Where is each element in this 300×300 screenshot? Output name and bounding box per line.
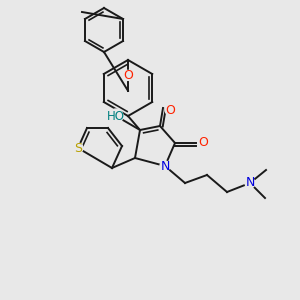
Circle shape xyxy=(198,138,208,148)
Text: O: O xyxy=(198,136,208,149)
Circle shape xyxy=(123,70,133,80)
Text: O: O xyxy=(123,69,133,82)
Text: HO: HO xyxy=(107,110,125,122)
Circle shape xyxy=(245,178,255,188)
Circle shape xyxy=(160,161,170,171)
Text: O: O xyxy=(165,103,175,116)
Text: N: N xyxy=(160,160,170,172)
Circle shape xyxy=(109,109,123,123)
Text: S: S xyxy=(74,142,82,154)
Circle shape xyxy=(73,143,83,153)
Circle shape xyxy=(165,105,175,115)
Text: N: N xyxy=(245,176,255,190)
